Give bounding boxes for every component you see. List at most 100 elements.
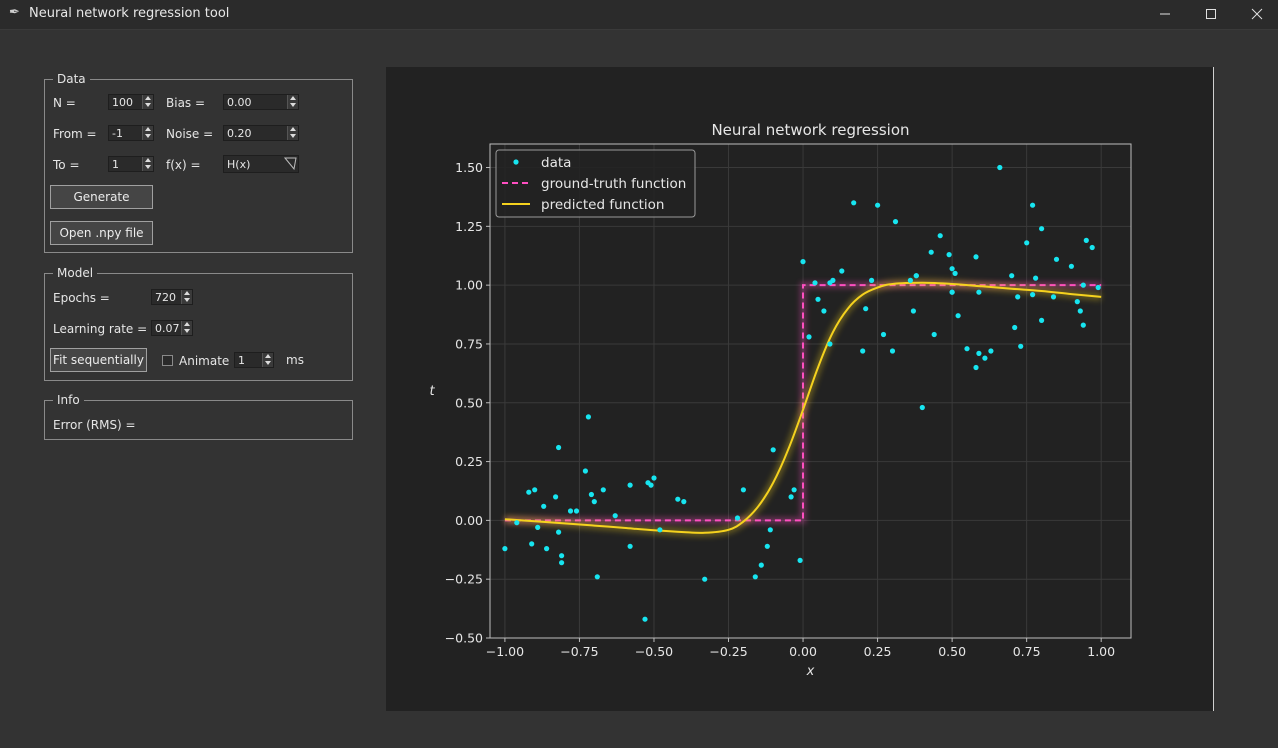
minimize-button[interactable] (1142, 0, 1188, 29)
data-point (1095, 284, 1101, 291)
to-down-arrow[interactable] (143, 164, 153, 171)
lr-down-arrow[interactable] (182, 328, 192, 335)
data-point (526, 489, 532, 495)
data-point (1083, 237, 1089, 243)
bias-spinbox[interactable]: 0.00 (223, 94, 299, 110)
data-point (585, 414, 591, 420)
arrow-up-icon (184, 291, 190, 295)
data-point (851, 200, 857, 206)
open-npy-button[interactable]: Open .npy file (50, 221, 153, 245)
data-point (1024, 240, 1030, 246)
bias-down-arrow[interactable] (288, 102, 298, 109)
data-point (740, 487, 746, 493)
learning-rate-label: Learning rate = (53, 322, 148, 336)
data-point (907, 277, 914, 283)
data-point (588, 491, 594, 498)
n-spinbox[interactable]: 100 (108, 94, 154, 110)
n-up-arrow[interactable] (143, 95, 153, 102)
learning-rate-spinbox[interactable]: 0.07 (151, 320, 193, 336)
data-point (830, 277, 836, 283)
data-point (582, 468, 588, 474)
from-up-arrow[interactable] (143, 126, 153, 133)
data-group: Data N = 100 Bias = 0.00 From = -1 Noise… (44, 72, 353, 253)
data-point (928, 249, 934, 255)
from-spinbox[interactable]: -1 (108, 125, 154, 141)
data-point (556, 444, 562, 451)
from-down-arrow[interactable] (143, 133, 153, 140)
to-value: 1 (112, 158, 119, 171)
generate-button[interactable]: Generate (50, 185, 153, 209)
y-tick-label: −0.25 (445, 572, 483, 587)
legend: data ground-truth function predicted funct… (495, 149, 696, 218)
close-button[interactable] (1234, 0, 1278, 29)
y-tick-label: 0.50 (455, 395, 483, 410)
error-rms-label: Error (RMS) = (53, 418, 136, 432)
data-point (982, 355, 988, 361)
data-point (627, 482, 633, 488)
data-point (567, 508, 574, 514)
splitter[interactable] (1213, 67, 1214, 711)
data-point (976, 350, 982, 356)
legend-data-marker (513, 159, 519, 165)
to-label: To = (53, 158, 80, 172)
arrow-down-icon (290, 103, 296, 107)
y-tick-label: 1.25 (455, 219, 483, 234)
arrow-up-icon (184, 322, 190, 326)
fit-sequentially-button[interactable]: Fit sequentially (50, 348, 147, 372)
data-point (1039, 226, 1045, 232)
n-down-arrow[interactable] (143, 102, 153, 109)
to-up-arrow[interactable] (143, 157, 153, 164)
data-point (839, 268, 845, 274)
data-group-title: Data (53, 72, 90, 86)
data-point (791, 487, 797, 493)
data-point (612, 513, 618, 519)
fx-value: H(x) (227, 158, 251, 171)
legend-box (495, 149, 696, 218)
animate-interval-value: 1 (238, 354, 245, 367)
legend-label: data (541, 155, 571, 171)
data-point (1074, 299, 1080, 305)
noise-down-arrow[interactable] (288, 133, 298, 140)
y-tick-label: −0.50 (445, 631, 483, 646)
fx-combobox[interactable]: H(x) (223, 155, 299, 173)
data-point (532, 487, 538, 493)
data-point (860, 348, 866, 354)
epochs-label: Epochs = (53, 291, 110, 305)
fx-dropdown-arrow[interactable] (283, 156, 298, 172)
noise-up-arrow[interactable] (288, 126, 298, 133)
data-point (541, 503, 547, 509)
series-lines (504, 278, 1102, 537)
from-label: From = (53, 127, 97, 141)
animate-interval-spinbox[interactable]: 1 (234, 352, 274, 368)
title-bar: ✒ Neural network regression tool (0, 0, 1278, 30)
bias-up-arrow[interactable] (288, 95, 298, 102)
data-point (1039, 317, 1045, 323)
data-point (573, 508, 580, 514)
axes-frame (489, 143, 1132, 639)
data-point (788, 494, 794, 500)
data-point (827, 341, 833, 347)
data-point (502, 546, 508, 552)
maximize-button[interactable] (1188, 0, 1234, 29)
data-point (681, 499, 687, 505)
bias-value: 0.00 (227, 96, 252, 109)
data-point (1030, 202, 1036, 208)
epochs-spinbox[interactable]: 720 (151, 289, 193, 305)
data-point (931, 331, 937, 338)
data-point (702, 576, 708, 582)
epochs-up-arrow[interactable] (182, 290, 192, 297)
animate-down-arrow[interactable] (263, 360, 273, 367)
to-spinbox[interactable]: 1 (108, 156, 154, 172)
x-tick-label: 0.50 (938, 644, 966, 659)
epochs-down-arrow[interactable] (182, 297, 192, 304)
data-point (997, 164, 1003, 171)
n-label: N = (53, 96, 76, 110)
noise-value: 0.20 (227, 127, 252, 140)
noise-label: Noise = (166, 127, 214, 141)
y-tick-label: 1.50 (455, 160, 483, 175)
noise-spinbox[interactable]: 0.20 (223, 125, 299, 141)
animate-checkbox[interactable] (162, 355, 173, 366)
animate-up-arrow[interactable] (263, 353, 273, 360)
y-tick-label: 0.25 (455, 454, 483, 469)
lr-up-arrow[interactable] (182, 321, 192, 328)
